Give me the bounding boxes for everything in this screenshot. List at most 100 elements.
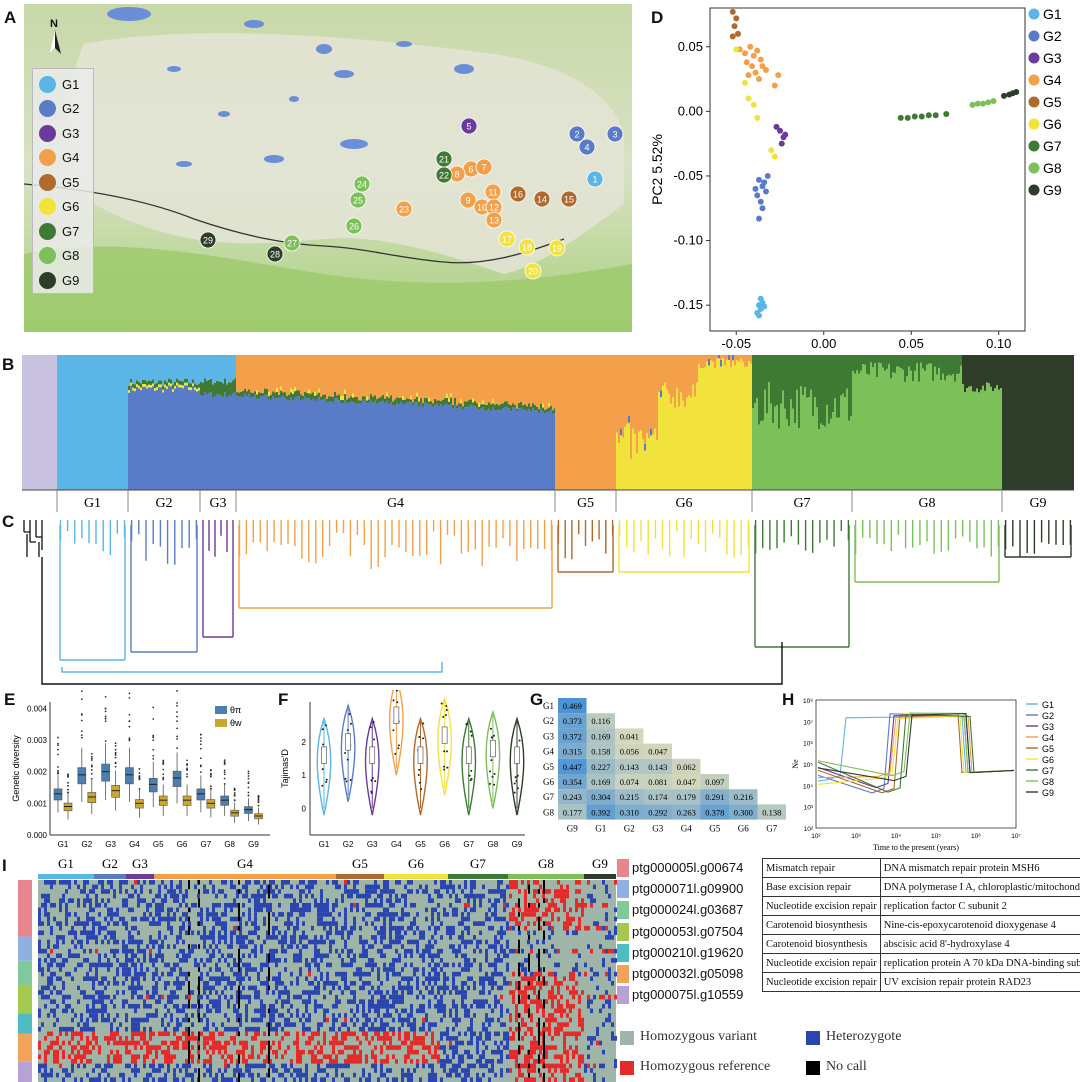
- f-ylabel: Tajimas'D: [280, 749, 290, 788]
- i-cell: [479, 902, 482, 908]
- map-legend-item-g1: G1: [39, 75, 79, 93]
- i-cell: [251, 967, 254, 972]
- structure-bar: [512, 355, 515, 404]
- i-cell: [323, 1008, 326, 1014]
- i-cell: [578, 1022, 581, 1027]
- e-outlier: [199, 757, 202, 760]
- structure-bar: [822, 425, 825, 490]
- i-cell: [368, 889, 371, 894]
- i-cell: [143, 1017, 146, 1023]
- structure-bar: [320, 355, 323, 397]
- i-cell: [206, 1017, 209, 1023]
- pca-point-g9: [1001, 92, 1007, 99]
- i-cell: [341, 1040, 344, 1046]
- i-cell: [77, 898, 80, 903]
- structure-bar: [1040, 355, 1043, 490]
- structure-bar: [496, 355, 499, 404]
- structure-bar: [595, 355, 598, 490]
- i-cell: [155, 921, 158, 926]
- e-outlier: [67, 784, 69, 787]
- i-cell: [302, 930, 305, 936]
- i-cell: [530, 1013, 533, 1018]
- structure-bar: [760, 421, 763, 490]
- i-cell: [179, 981, 182, 986]
- i-cell: [161, 1022, 164, 1027]
- i-cell: [470, 880, 473, 885]
- i-cell: [215, 912, 218, 917]
- i-cell: [389, 1013, 392, 1018]
- site-marker-24: [353, 175, 371, 193]
- i-cell: [53, 1022, 56, 1027]
- i-cell: [566, 889, 569, 894]
- i-cell: [167, 1045, 170, 1050]
- structure-bar: [77, 355, 80, 490]
- i-cell: [101, 1003, 104, 1009]
- e-legend-swatch: [215, 706, 227, 714]
- i-cell: [86, 1040, 89, 1046]
- i-cell: [281, 990, 284, 995]
- i-cell: [524, 1022, 527, 1027]
- i-cell: [554, 907, 557, 913]
- structure-bar: [428, 397, 431, 402]
- i-cell: [323, 1031, 326, 1037]
- i-cell: [254, 907, 257, 913]
- structure-bar: [336, 395, 339, 399]
- i-cell: [281, 981, 284, 986]
- structure-bar: [278, 397, 281, 490]
- i-cell: [395, 893, 398, 899]
- structure-bar: [452, 355, 455, 405]
- i-cell: [47, 944, 50, 949]
- f-point: [470, 769, 473, 772]
- structure-bar: [210, 378, 213, 393]
- i-cell: [320, 1045, 323, 1050]
- structure-bar: [486, 404, 489, 411]
- f-point: [344, 751, 347, 754]
- structure-bar: [722, 355, 725, 358]
- i-cell: [485, 1017, 488, 1023]
- i-cell: [575, 962, 578, 968]
- i-cell: [128, 930, 131, 936]
- structure-bar: [908, 366, 911, 490]
- e-outlier: [57, 766, 59, 768]
- north-label: N: [50, 18, 58, 30]
- i-cell: [536, 999, 539, 1004]
- pca-ytick-label: 0.05: [678, 39, 703, 54]
- i-cell: [149, 1031, 152, 1037]
- i-cell: [215, 1026, 218, 1032]
- i-cell: [188, 994, 191, 1000]
- structure-bar: [348, 402, 351, 490]
- i-cell: [311, 1036, 314, 1041]
- pca-point-g8: [985, 99, 992, 106]
- i-cell: [377, 990, 380, 995]
- site-label-26: 26: [349, 222, 359, 232]
- i-cell: [587, 994, 590, 1000]
- i-cell: [566, 921, 569, 926]
- i-cell: [578, 999, 581, 1004]
- f-point: [443, 768, 446, 771]
- legend-label: G9: [62, 272, 80, 288]
- i-cell: [560, 898, 563, 903]
- i-cell: [515, 916, 518, 922]
- i-cell: [272, 1008, 275, 1014]
- structure-bar: [200, 381, 203, 396]
- structure-bar: [824, 355, 827, 427]
- structure-bar: [938, 367, 941, 490]
- structure-bar: [234, 391, 237, 490]
- e-outlier: [176, 738, 178, 740]
- i-cell: [368, 999, 371, 1004]
- i-cell: [236, 1008, 239, 1014]
- structure-bar: [362, 355, 365, 397]
- i-cell: [221, 880, 224, 885]
- i-cell: [398, 925, 401, 931]
- i-cell: [359, 976, 362, 981]
- i-cell: [251, 939, 254, 945]
- i-cell: [314, 880, 317, 885]
- structure-bar: [274, 355, 277, 393]
- i-cell: [476, 944, 479, 949]
- i-cell: [209, 967, 212, 972]
- i-cell: [257, 990, 260, 995]
- i-cell: [200, 921, 203, 926]
- i-cell: [512, 990, 515, 995]
- i-cell: [428, 1003, 431, 1009]
- i-cell: [593, 1036, 596, 1041]
